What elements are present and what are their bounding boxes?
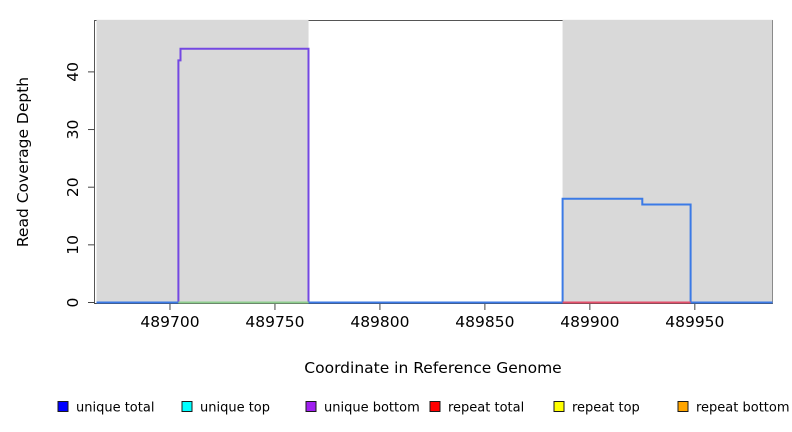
x-axis-tick-label: 489950 — [665, 313, 724, 331]
legend-swatch-repeat-total — [429, 401, 441, 412]
y-axis-tick-label: 20 — [64, 177, 82, 197]
x-axis-tick-label: 489900 — [560, 313, 619, 331]
x-axis-tick-label: 489850 — [455, 313, 514, 331]
legend-swatch-unique-bottom — [305, 401, 317, 412]
x-axis-tick-label: 489700 — [140, 313, 199, 331]
y-axis-tick-label: 0 — [64, 298, 82, 308]
legend-swatch-repeat-top — [553, 401, 565, 412]
right-gray-region — [562, 19, 773, 304]
legend-label-unique-top: unique top — [200, 401, 270, 416]
legend-swatch-repeat-bottom — [677, 401, 689, 412]
left-gray-region — [96, 19, 309, 304]
legend-label-repeat-bottom: repeat bottom — [696, 401, 790, 416]
y-axis-title: Read Coverage Depth — [14, 77, 32, 247]
legend-label-unique-bottom: unique bottom — [324, 401, 420, 416]
series-line-unique-total — [96, 197, 773, 304]
x-axis-tick-label: 489800 — [350, 313, 409, 331]
y-axis-tick-label: 40 — [64, 62, 82, 82]
series-line-unique-bottom — [96, 47, 773, 304]
y-axis-tick-label: 10 — [64, 235, 82, 255]
x-axis-title: Coordinate in Reference Genome — [304, 359, 561, 377]
x-axis-tick-label: 489750 — [245, 313, 304, 331]
legend-label-repeat-top: repeat top — [572, 401, 640, 416]
legend-label-unique-total: unique total — [76, 401, 154, 416]
legend-label-repeat-total: repeat total — [448, 401, 524, 416]
legend-swatch-unique-top — [181, 401, 193, 412]
legend-swatch-unique-total — [57, 401, 69, 412]
y-axis-tick-label: 30 — [64, 120, 82, 140]
